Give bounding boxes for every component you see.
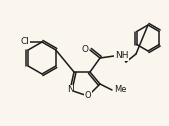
Text: Me: Me	[114, 86, 127, 94]
Text: O: O	[81, 44, 88, 54]
Text: O: O	[85, 91, 91, 101]
Text: N: N	[67, 86, 73, 94]
Text: NH: NH	[115, 52, 128, 60]
Text: Cl: Cl	[20, 38, 29, 46]
